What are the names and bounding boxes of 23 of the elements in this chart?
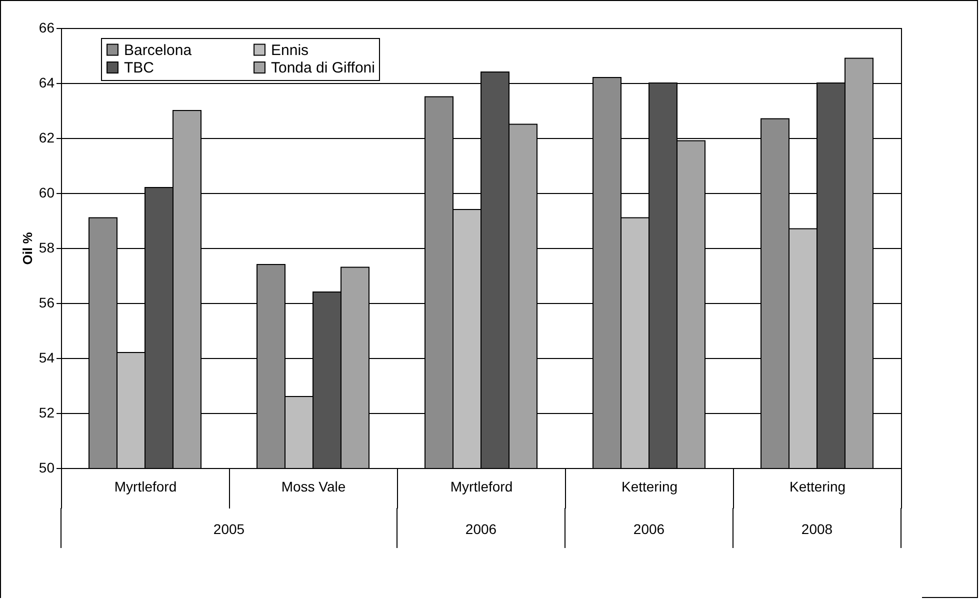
- y-tick-label: 62: [38, 130, 55, 146]
- y-tick-label: 66: [38, 20, 55, 36]
- x-tick-label: Kettering: [621, 478, 678, 494]
- y-axis-title: Oil %: [20, 232, 35, 265]
- x-tick-label: Myrtleford: [114, 478, 177, 494]
- y-tick-label: 50: [38, 460, 55, 476]
- y-tick-label: 60: [38, 184, 55, 200]
- legend-label: Ennis: [271, 42, 309, 59]
- x-tick-label: Kettering: [789, 478, 846, 494]
- text: 2006: [465, 521, 497, 537]
- x-tick-label: Moss Vale: [281, 478, 346, 494]
- legend-label: TBC: [124, 60, 154, 76]
- text: 2006: [633, 521, 665, 537]
- text: 2005: [213, 521, 245, 537]
- y-tick-label: 52: [38, 404, 55, 420]
- y-tick-label: 58: [38, 240, 55, 256]
- y-tick-label: 64: [38, 74, 55, 90]
- text: 2008: [801, 521, 833, 537]
- legend-label: Tonda di Giffoni: [271, 60, 375, 76]
- legend-label: Barcelona: [124, 42, 192, 59]
- y-tick-label: 56: [38, 294, 55, 310]
- y-tick-label: 54: [38, 350, 55, 366]
- x-tick-label: Myrtleford: [450, 478, 513, 494]
